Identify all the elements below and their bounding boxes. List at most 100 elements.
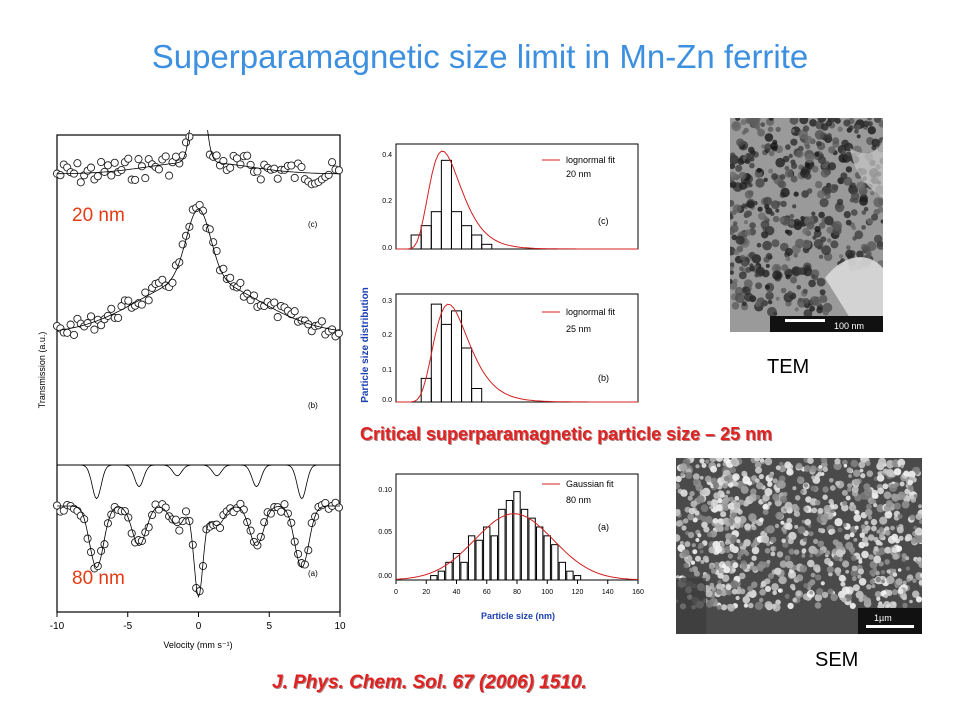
hist-bar — [551, 544, 559, 581]
data-point — [294, 549, 303, 559]
mossbauer-chart: (c) (b) (a) -10 -5 0 5 10 Velocity (mm s⁻¹) … — [37, 130, 346, 650]
fit-line — [56, 208, 341, 331]
data-point — [52, 501, 62, 510]
data-point — [226, 273, 235, 282]
hist-a-x-label: Particle size (nm) — [481, 611, 555, 621]
hist-bar — [467, 535, 476, 581]
data-point — [76, 178, 85, 187]
data-point — [270, 164, 279, 173]
hist-c-ytick-0: 0.4 — [382, 152, 392, 159]
sem-label: SEM — [815, 649, 859, 671]
sem-scalebar: 1µm — [874, 613, 892, 623]
data-point — [287, 161, 296, 170]
data-point — [280, 500, 289, 509]
data-point — [171, 515, 180, 524]
data-point — [137, 162, 146, 171]
data-point — [277, 507, 286, 516]
critical-size-caption: Critical superparamagnetic particle size… — [360, 424, 773, 444]
hist-b-ytick-0: 0.3 — [382, 298, 392, 305]
hist-a-xtick: 120 — [572, 589, 584, 596]
hist-a-xtick: 20 — [422, 589, 430, 596]
hist-bar — [461, 225, 473, 250]
hist-bar — [483, 526, 491, 581]
data-point — [83, 534, 92, 543]
hist-bar — [505, 500, 514, 581]
data-point — [236, 278, 245, 287]
hist-a-ytick-0: 0.10 — [378, 487, 392, 494]
data-point — [165, 171, 174, 180]
data-point — [137, 300, 146, 309]
data-point — [273, 313, 282, 322]
data-point — [97, 546, 106, 555]
data-point — [131, 175, 140, 184]
data-point — [107, 171, 116, 180]
data-point — [144, 523, 153, 532]
hist-a-xtick: 60 — [483, 589, 491, 596]
hist-bar — [450, 310, 463, 403]
hist-a-panel-label: (a) — [598, 522, 609, 532]
data-point — [181, 507, 191, 516]
hist-bar — [566, 570, 574, 581]
hist-bar — [430, 575, 438, 581]
hist-bar — [471, 388, 483, 403]
tem-scalebar: 100 nm — [834, 321, 864, 331]
hist-bar — [520, 508, 529, 581]
hist-c-ytick-1: 0.2 — [382, 198, 392, 205]
data-point — [103, 311, 112, 320]
hist-bar — [543, 535, 551, 581]
data-point — [212, 151, 221, 160]
data-point — [141, 288, 150, 297]
data-point — [63, 328, 72, 337]
data-point — [103, 161, 112, 170]
hist-bar — [481, 243, 493, 250]
tem-texture: 100 nm — [730, 118, 883, 332]
data-point — [134, 155, 143, 164]
data-point — [124, 296, 133, 305]
data-point — [97, 157, 106, 167]
data-point — [154, 165, 163, 174]
data-point — [124, 154, 133, 163]
tem-micrograph: 100 nm — [730, 118, 883, 332]
hist-b-panel-label: (b) — [598, 373, 609, 383]
data-point — [334, 166, 343, 175]
citation: J. Phys. Chem. Sol. 67 (2006) 1510. — [272, 672, 587, 693]
histogram-c: 0.4 0.2 0.0 lognormal fit 20 nm (c) — [382, 143, 639, 252]
hist-bar — [528, 517, 536, 581]
data-point — [73, 159, 82, 168]
panel-label-c: (c) — [308, 220, 318, 229]
fit-line — [57, 505, 340, 599]
sem-texture: 1µm — [676, 458, 922, 634]
data-point — [260, 518, 269, 527]
data-point — [56, 171, 65, 180]
hist-a-xtick: 40 — [453, 589, 461, 596]
hist-bar — [558, 561, 567, 581]
hist-a-legend-size: 80 nm — [566, 495, 591, 505]
data-point — [266, 509, 275, 518]
hist-a-xtick: 140 — [602, 589, 614, 596]
mossbauer-xtick: 10 — [334, 621, 346, 632]
data-point — [283, 509, 292, 518]
hist-c-ytick-2: 0.0 — [382, 245, 392, 252]
data-point — [168, 278, 177, 287]
data-point — [171, 152, 180, 161]
data-point — [114, 313, 123, 322]
data-point — [256, 532, 265, 541]
hist-a-xtick: 160 — [632, 589, 644, 596]
data-point — [324, 170, 333, 179]
hist-a-xtick: 100 — [541, 589, 553, 596]
data-point — [175, 526, 184, 535]
hist-bar — [440, 323, 452, 403]
hist-a-ytick-2: 0.00 — [378, 573, 392, 580]
hist-bar — [437, 570, 446, 581]
data-point — [317, 317, 326, 326]
hist-bar — [430, 211, 442, 250]
mossbauer-xtick: -10 — [50, 621, 65, 632]
mossbauer-x-label: Velocity (mm s⁻¹) — [163, 640, 232, 650]
data-point — [137, 536, 146, 545]
histogram-y-label: Particle size distribution — [360, 287, 371, 403]
data-point — [297, 162, 306, 172]
hist-bar — [498, 508, 506, 581]
hist-bar — [440, 159, 452, 250]
hist-b-legend-size: 25 nm — [566, 324, 591, 334]
hist-b-legend-fit: lognormal fit — [566, 307, 616, 317]
